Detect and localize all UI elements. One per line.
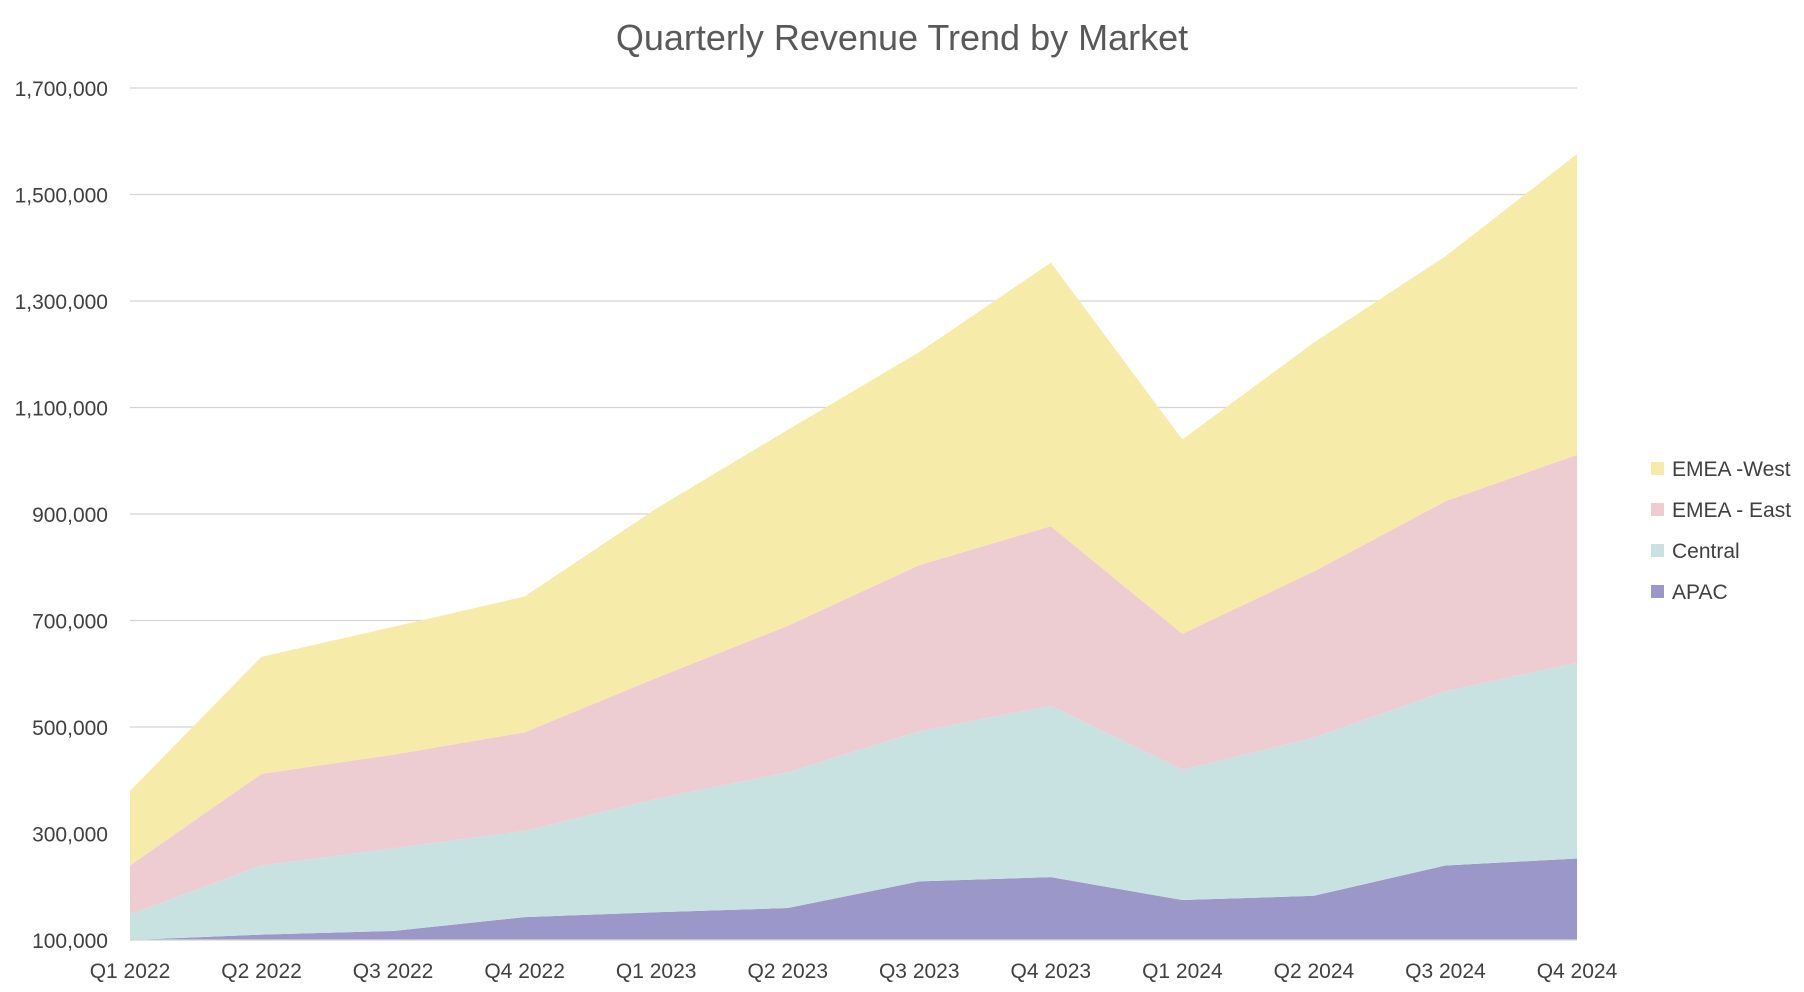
x-tick-label: Q3 2024	[1405, 960, 1486, 983]
x-tick-label: Q1 2023	[616, 960, 697, 983]
legend-label-apac: APAC	[1672, 581, 1728, 604]
x-tick-label: Q3 2023	[879, 960, 960, 983]
x-tick-label: Q2 2023	[747, 960, 828, 983]
x-axis: Q1 2022 Q2 2022 Q3 2022 Q4 2022 Q1 2023 Q2 20…	[90, 939, 1618, 983]
x-tick-label: Q1 2024	[1142, 960, 1223, 983]
legend-swatch-emea-west	[1651, 462, 1664, 475]
x-tick-label: Q4 2024	[1537, 960, 1618, 983]
x-tick-label: Q3 2022	[353, 960, 434, 983]
y-tick-label: 700,000	[32, 611, 108, 634]
x-tick-label: Q2 2022	[221, 960, 302, 983]
legend-label-central: Central	[1672, 540, 1740, 563]
area-emea-east	[130, 454, 1577, 915]
y-tick-label: 500,000	[32, 717, 108, 740]
legend: EMEA -West EMEA - East Central APAC	[1651, 458, 1791, 604]
y-tick-label: 1,700,000	[15, 78, 108, 101]
area-central	[130, 662, 1577, 940]
y-tick-label: 100,000	[32, 930, 108, 953]
area-apac	[130, 858, 1577, 940]
x-tick-label: Q4 2022	[484, 960, 565, 983]
legend-swatch-apac	[1651, 585, 1664, 598]
x-tick-label: Q4 2023	[1011, 960, 1092, 983]
legend-label-emea-west: EMEA -West	[1672, 458, 1791, 481]
y-tick-label: 900,000	[32, 504, 108, 527]
y-axis: 100,000 300,000 500,000 700,000 900,000 1,100…	[15, 78, 108, 953]
y-tick-label: 1,100,000	[15, 398, 108, 421]
legend-label-emea-east: EMEA - East	[1672, 499, 1791, 522]
x-tick-label: Q1 2022	[90, 960, 171, 983]
legend-swatch-emea-east	[1651, 503, 1664, 516]
plot-area	[130, 154, 1577, 940]
area-emea-west	[130, 154, 1577, 866]
y-tick-label: 1,300,000	[15, 291, 108, 314]
y-tick-label: 1,500,000	[15, 185, 108, 208]
x-tick-label: Q2 2024	[1274, 960, 1355, 983]
y-tick-label: 300,000	[32, 824, 108, 847]
chart-title: Quarterly Revenue Trend by Market	[616, 17, 1188, 58]
legend-swatch-central	[1651, 544, 1664, 557]
